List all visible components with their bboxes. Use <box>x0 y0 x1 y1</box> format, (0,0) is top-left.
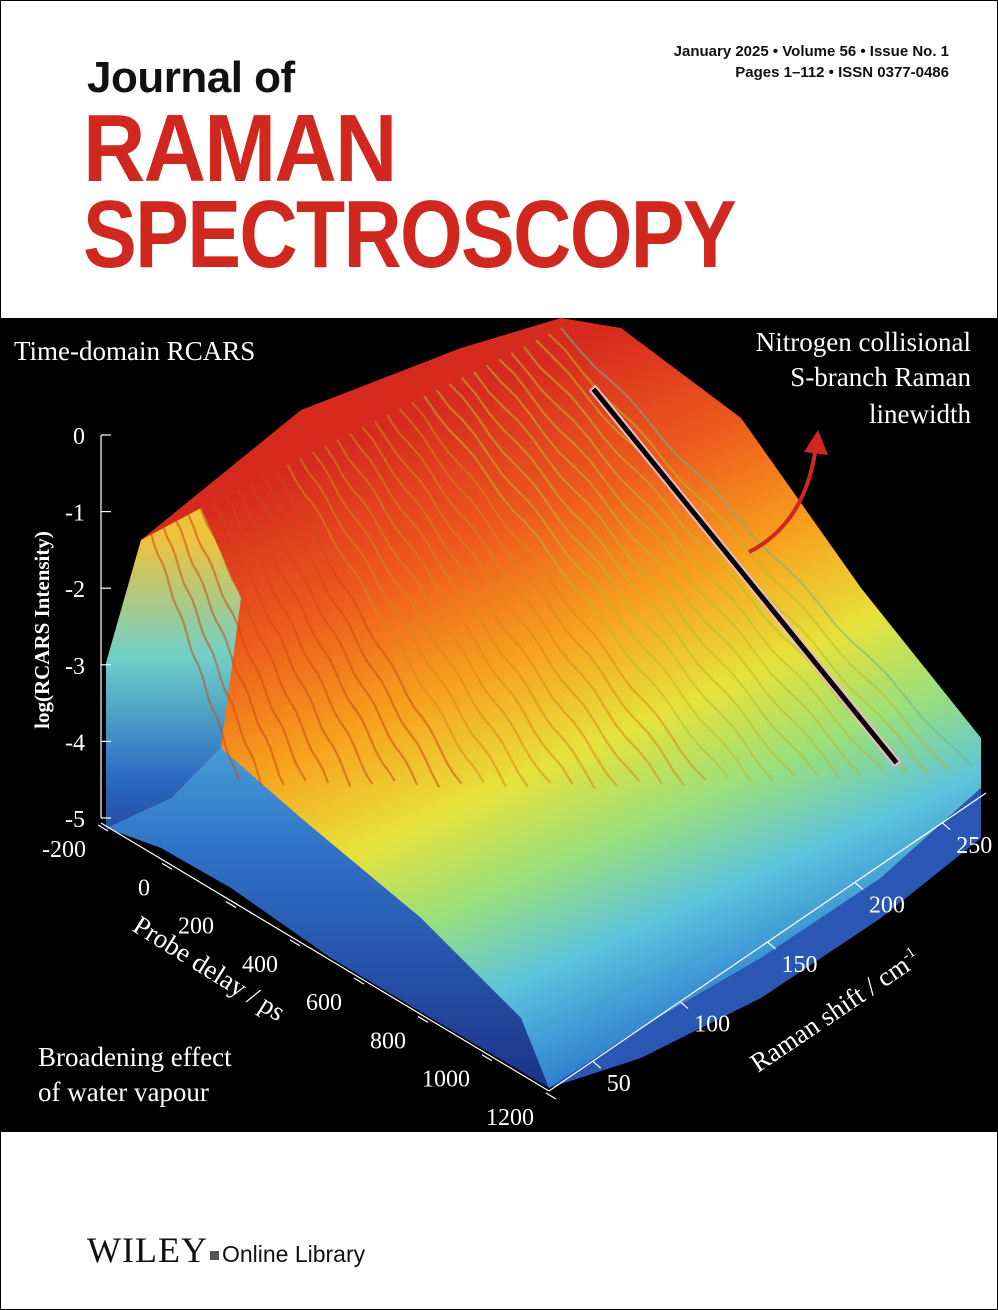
surface-ridge-line <box>237 489 396 782</box>
surface-ridge-line <box>398 408 685 786</box>
x-tick-mark <box>481 1054 493 1062</box>
issue-date-volume: January 2025 • Volume 56 • Issue No. 1 <box>673 43 949 60</box>
z-tick-label: -3 <box>65 654 85 680</box>
x-tick-label: 200 <box>178 914 214 940</box>
x-tick-mark <box>289 939 301 947</box>
x-tick-label: 1000 <box>422 1067 470 1093</box>
surface-ridge-line <box>522 345 907 773</box>
journal-title-small: Journal of <box>87 53 295 102</box>
linewidth-marker-core <box>591 387 899 765</box>
x-axis-line <box>100 822 550 1092</box>
surface-ridge-line <box>323 445 552 784</box>
surface-ridge-line <box>286 464 485 783</box>
y-tick-mark <box>767 941 776 950</box>
rcars-surface-plot: 0 -1 -2 -3 -4 -5 -200 0 200 400 600 800 1000 1200 50… <box>14 318 992 1131</box>
y-axis-line <box>548 792 987 1092</box>
x-tick-label: 400 <box>242 952 278 978</box>
surface-ridge-line <box>448 383 774 782</box>
x-tick-mark <box>417 1015 429 1023</box>
z-tick-label: -5 <box>65 807 85 833</box>
issue-pages-issn: Pages 1–112 • ISSN 0377-0486 <box>735 64 949 81</box>
x-tick-mark <box>545 1092 557 1100</box>
y-tick-label: 200 <box>869 892 905 918</box>
x-tick-mark <box>353 977 365 985</box>
journal-title-spectroscopy: SPECTROSCOPY <box>83 181 737 288</box>
x-tick-label: 600 <box>306 990 342 1016</box>
surface-ridge-line <box>547 333 952 771</box>
surface-ridges <box>149 327 974 790</box>
y-tick-label: 100 <box>694 1012 730 1038</box>
surface-ridge-line <box>162 526 263 786</box>
annotation-broadening-line2: of water vapour <box>38 1077 209 1107</box>
surface-ridge-line <box>311 451 530 788</box>
surface-ridge-line <box>460 376 796 776</box>
surface-ridge-line <box>336 439 574 785</box>
surface-left-side <box>106 508 241 828</box>
journal-title-raman: RAMAN <box>83 95 397 202</box>
annotation-broadening-line1: Broadening effect <box>38 1042 232 1072</box>
surface-ridge-line <box>149 532 241 782</box>
online-library-text: Online Library <box>221 1241 366 1267</box>
x-tick-label: 1200 <box>486 1105 534 1131</box>
wiley-online-library-logo: WILEY Online Library <box>87 1229 365 1271</box>
surface-ridge-line <box>174 520 285 786</box>
x-tick-mark <box>225 901 237 909</box>
surface-ridge-line <box>199 507 330 784</box>
surface-ridge-line <box>274 470 463 784</box>
surface-ridge-line <box>473 370 818 776</box>
z-axis-label: log(RCARS Intensity) <box>30 531 54 729</box>
y-tick-mark <box>941 822 951 831</box>
z-axis-ticks: 0 -1 -2 -3 -4 -5 <box>65 424 111 833</box>
y-tick-label: 150 <box>782 952 818 978</box>
surface-ridge-line <box>498 358 863 776</box>
annotation-nitrogen-line1: Nitrogen collisional <box>756 327 971 357</box>
surface-ridge-line <box>560 327 974 767</box>
z-tick-label: 0 <box>73 424 85 450</box>
surface-ridge-line <box>485 364 841 779</box>
y-tick-mark <box>854 881 864 890</box>
z-tick-label: -4 <box>65 730 85 756</box>
annotation-nitrogen-line2: S-branch Raman <box>790 362 971 392</box>
y-tick-mark <box>592 1060 602 1069</box>
x-tick-label: 0 <box>138 875 150 901</box>
surface-ridge-line <box>435 389 752 782</box>
surface-ridge-line <box>510 352 885 771</box>
x-tick-label: 800 <box>370 1028 406 1054</box>
x-tick-label: -200 <box>42 837 86 863</box>
y-tick-label: 250 <box>956 833 992 859</box>
wiley-wordmark: WILEY <box>87 1230 208 1270</box>
x-tick-mark <box>161 862 173 870</box>
surface-ridge-line <box>423 395 729 779</box>
z-tick-label: -2 <box>65 577 85 603</box>
surface-ridge-line <box>212 501 352 788</box>
x-axis-ticks: -200 0 200 400 600 800 1000 1200 <box>42 824 557 1131</box>
surface-ridge-line <box>373 420 641 782</box>
y-tick-label: 50 <box>607 1071 631 1097</box>
y-tick-mark <box>679 1001 689 1010</box>
surface-top <box>106 318 981 1088</box>
surface-ridge-line <box>261 476 441 788</box>
surface-ridge-line <box>224 495 374 785</box>
x-tick-mark <box>97 824 109 832</box>
surface-ridge-line <box>361 426 618 787</box>
arrow-icon <box>748 445 818 554</box>
surface-ridge-line <box>386 414 663 784</box>
surface-ridge-line <box>249 482 419 786</box>
surface-ridge-line <box>411 401 707 781</box>
surface-ridge-line <box>535 339 930 775</box>
surface-front-side <box>106 748 549 1088</box>
wiley-square-icon <box>209 1251 219 1260</box>
surface-ridge-line <box>299 457 507 788</box>
surface-ridge-line <box>348 432 596 790</box>
annotation-nitrogen-line3: linewidth <box>869 399 971 429</box>
z-tick-label: -1 <box>65 501 85 527</box>
cover-illustration: 0 -1 -2 -3 -4 -5 -200 0 200 400 600 800 1000 1200 50… <box>1 318 997 1132</box>
arrowhead-icon <box>804 430 828 455</box>
annotation-time-domain: Time-domain RCARS <box>14 336 255 366</box>
surface-ridge-line <box>187 513 307 782</box>
y-axis-ticks: 50 100 150 200 250 <box>592 822 992 1097</box>
